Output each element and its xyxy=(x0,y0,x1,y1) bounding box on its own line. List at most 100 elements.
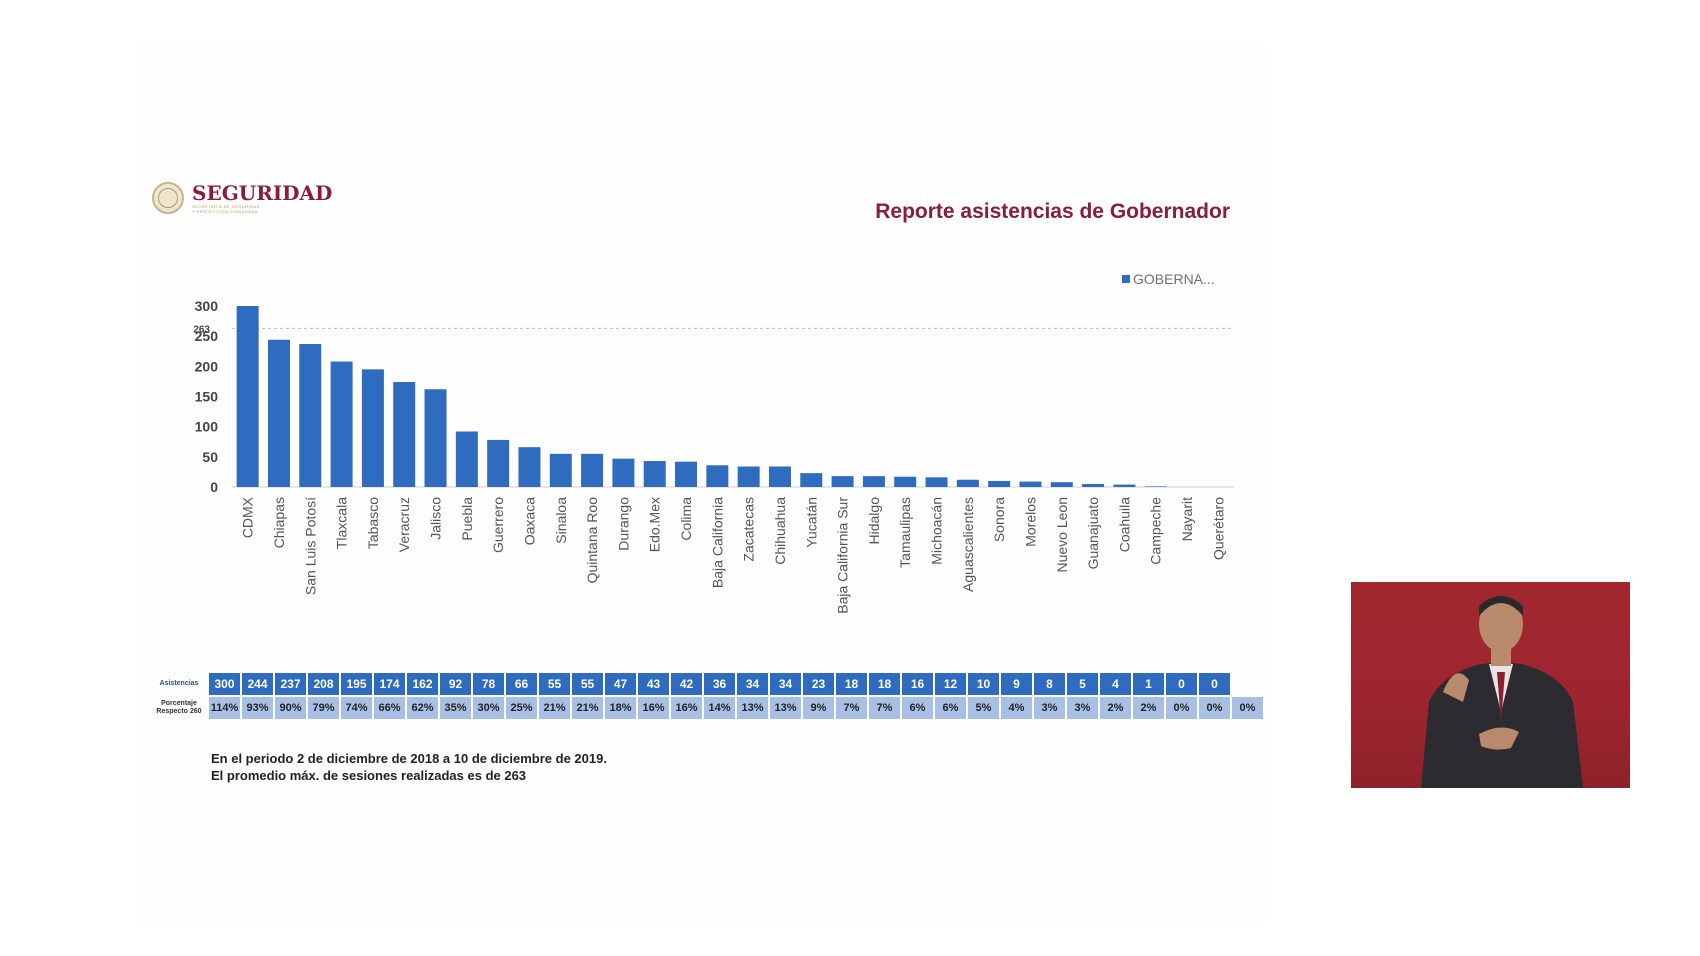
x-tick-label: Campeche xyxy=(1148,497,1164,565)
x-tick-label: Hidalgo xyxy=(866,497,882,545)
bar xyxy=(487,439,510,487)
footnote-line-2: El promedio máx. de sesiones realizadas … xyxy=(211,768,527,783)
bar xyxy=(1144,486,1167,487)
x-tick-label: Aguascalientes xyxy=(960,497,976,592)
table-cell-asistencias: 208 xyxy=(308,673,339,695)
table-cell-asistencias: 55 xyxy=(572,673,603,695)
table-cell-asistencias: 66 xyxy=(506,673,537,695)
slide-background xyxy=(138,44,1268,924)
bar xyxy=(706,465,729,487)
bar xyxy=(455,431,478,487)
table-cell-porcentaje: 0% xyxy=(1232,697,1263,719)
y-tick-label: 150 xyxy=(195,389,219,405)
bar xyxy=(894,476,917,487)
table-cell-porcentaje: 5% xyxy=(968,697,999,719)
x-tick-label: Baja California xyxy=(709,497,725,588)
table-cell-asistencias: 5 xyxy=(1067,673,1098,695)
bar xyxy=(518,447,541,487)
table-cell-porcentaje: 6% xyxy=(935,697,966,719)
table-cell-porcentaje: 13% xyxy=(737,697,768,719)
bar xyxy=(299,344,322,487)
table-cell-asistencias: 34 xyxy=(770,673,801,695)
table-cell-asistencias: 34 xyxy=(737,673,768,695)
x-tick-label: Quintana Roo xyxy=(584,497,600,584)
data-table: Asistencias 300 244 237 208 195 174 162 92 78 66 5… xyxy=(149,673,1265,721)
bar xyxy=(768,466,791,487)
table-cell-porcentaje: 21% xyxy=(572,697,603,719)
table-cell-asistencias: 92 xyxy=(440,673,471,695)
logo-subtitle-2: Y PROTECCIÓN CIUDADANA xyxy=(192,209,259,214)
bar xyxy=(737,466,760,487)
x-tick-label: Guanajuato xyxy=(1085,497,1101,570)
table-cell-asistencias: 18 xyxy=(836,673,867,695)
bar xyxy=(643,461,666,487)
bar xyxy=(956,479,979,487)
coat-of-arms-icon xyxy=(152,182,184,214)
table-cell-asistencias: 55 xyxy=(539,673,570,695)
bar xyxy=(549,453,572,487)
bar xyxy=(675,461,698,487)
y-tick-label: 300 xyxy=(195,298,219,314)
table-cell-asistencias: 195 xyxy=(341,673,372,695)
table-cell-porcentaje: 6% xyxy=(902,697,933,719)
legend-label: GOBERNA... xyxy=(1133,271,1215,287)
table-cell-asistencias: 10 xyxy=(968,673,999,695)
table-cell-asistencias: 237 xyxy=(275,673,306,695)
table-cell-asistencias: 162 xyxy=(407,673,438,695)
table-cell-porcentaje: 7% xyxy=(836,697,867,719)
table-cell-porcentaje: 4% xyxy=(1001,697,1032,719)
bar xyxy=(1019,481,1042,487)
table-cell-porcentaje: 25% xyxy=(506,697,537,719)
table-cell-porcentaje: 90% xyxy=(275,697,306,719)
logo-title: SEGURIDAD xyxy=(192,181,333,205)
x-tick-label: Michoacán xyxy=(929,497,945,565)
table-cell-porcentaje: 35% xyxy=(440,697,471,719)
x-tick-label: Veracruz xyxy=(396,497,412,552)
table-cell-porcentaje: 62% xyxy=(407,697,438,719)
x-tick-label: Yucatán xyxy=(803,497,819,548)
table-cell-porcentaje: 21% xyxy=(539,697,570,719)
x-tick-label: Oaxaca xyxy=(521,497,537,545)
bar xyxy=(1082,483,1105,487)
row-label-asistencias: Asistencias xyxy=(159,680,199,687)
x-tick-label: Coahuila xyxy=(1116,497,1132,552)
bar xyxy=(800,473,823,487)
table-cell-porcentaje: 74% xyxy=(341,697,372,719)
x-tick-label: Edo.Mex xyxy=(647,497,663,552)
y-tick-label: 100 xyxy=(195,419,219,435)
x-tick-label: Guerrero xyxy=(490,497,506,553)
x-tick-label: Durango xyxy=(615,497,631,551)
table-cell-asistencias: 36 xyxy=(704,673,735,695)
footnote-line-1: En el periodo 2 de diciembre de 2018 a 1… xyxy=(211,751,607,766)
table-row-asistencias: Asistencias 300 244 237 208 195 174 162 92 78 66 5… xyxy=(149,673,1265,695)
x-tick-label: Sonora xyxy=(991,497,1007,542)
bar xyxy=(267,339,290,487)
table-cell-asistencias: 4 xyxy=(1100,673,1131,695)
table-cell-porcentaje: 18% xyxy=(605,697,636,719)
table-cell-asistencias: 244 xyxy=(242,673,273,695)
x-tick-label: Chiapas xyxy=(271,497,287,548)
x-tick-label: Sinaloa xyxy=(553,497,569,544)
table-cell-asistencias: 18 xyxy=(869,673,900,695)
chart-legend: GOBERNA... xyxy=(1122,271,1215,287)
legend-swatch xyxy=(1122,275,1130,283)
y-tick-label: 250 xyxy=(195,328,219,344)
table-cell-asistencias: 23 xyxy=(803,673,834,695)
x-tick-label: Jalisco xyxy=(428,497,444,540)
x-tick-label: Baja California Sur xyxy=(835,497,851,614)
x-tick-label: Chihuahua xyxy=(772,497,788,565)
bar-chart: 0 50 100 150 200 250 300 263 CDMX Chiapas San Luis… xyxy=(193,298,1234,614)
x-tick-label: Morelos xyxy=(1022,497,1038,547)
bar xyxy=(581,453,604,487)
logo-subtitle-1: SECRETARÍA DE SEGURIDAD xyxy=(192,204,261,209)
table-cell-asistencias: 16 xyxy=(902,673,933,695)
table-cell-porcentaje: 2% xyxy=(1133,697,1164,719)
table-cell-porcentaje: 13% xyxy=(770,697,801,719)
table-cell-asistencias: 12 xyxy=(935,673,966,695)
table-cell-porcentaje: 2% xyxy=(1100,697,1131,719)
table-cell-asistencias: 300 xyxy=(209,673,240,695)
table-cell-porcentaje: 14% xyxy=(704,697,735,719)
table-cell-asistencias: 0 xyxy=(1166,673,1197,695)
bar xyxy=(424,389,447,487)
y-tick-label: 50 xyxy=(202,449,218,465)
